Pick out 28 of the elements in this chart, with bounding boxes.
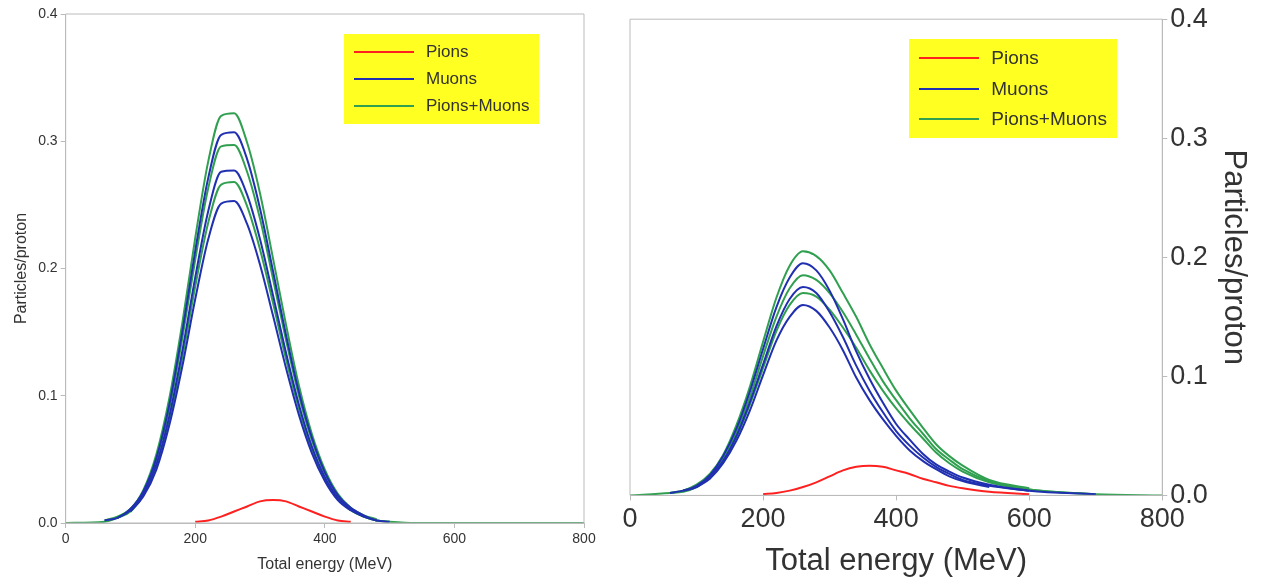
y-tick-label: 0.2 <box>38 259 58 276</box>
x-tick-label: 400 <box>873 503 919 534</box>
legend-label: Muons <box>991 77 1049 100</box>
y2-tick-label: 0.3 <box>1170 121 1208 152</box>
x-tick-label: 0 <box>61 530 70 547</box>
x-tick-label: 200 <box>183 530 208 547</box>
y2-axis-title: Particles/proton <box>1217 149 1253 365</box>
y-tick-label: 0.0 <box>38 513 58 530</box>
legend-label: Pions <box>426 41 469 62</box>
y-tick-label: 0.1 <box>38 386 58 403</box>
y-tick-label: 0.4 <box>38 4 58 21</box>
x-tick-label: 600 <box>1006 503 1052 534</box>
legend-label: Pions+Muons <box>426 95 530 116</box>
legend-label: Muons <box>426 68 478 89</box>
y2-tick-label: 0.4 <box>1170 2 1208 33</box>
x-axis-title: Total energy (MeV) <box>765 541 1028 577</box>
y-axis-title: Particles/proton <box>12 212 30 325</box>
y2-tick-label: 0.1 <box>1170 359 1208 390</box>
x-tick-label: 800 <box>572 530 596 547</box>
legend-label: Pions <box>991 47 1039 70</box>
x-tick-label: 200 <box>740 503 786 534</box>
x-tick-label: 0 <box>622 503 638 534</box>
y2-tick-label: 0.2 <box>1170 240 1208 271</box>
y-tick-label: 0.3 <box>38 132 58 149</box>
x-tick-label: 600 <box>442 530 467 547</box>
x-tick-label: 400 <box>313 530 337 547</box>
legend-label: Pions+Muons <box>991 108 1107 131</box>
x-axis-title: Total energy (MeV) <box>257 554 393 572</box>
